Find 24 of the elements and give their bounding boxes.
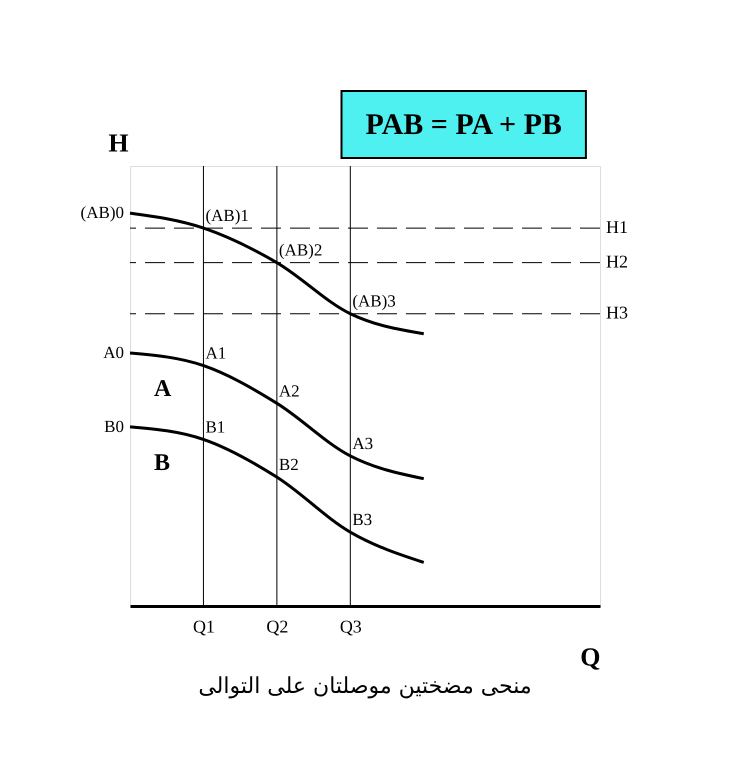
annotation: B2 [278,455,299,474]
annotation: B0 [104,416,124,436]
series-label: A [154,376,172,402]
series-label: B [154,450,170,476]
annotation: A1 [205,344,226,363]
annotation: B1 [205,417,226,436]
ref-line-label: H3 [606,302,628,323]
annotation: (AB)0 [80,203,124,222]
text: منحى مضختين موصلتان على التوالى [198,674,532,699]
annotation: A2 [278,381,300,400]
x-tick-label: Q2 [266,616,288,636]
annotation: (AB)2 [278,240,322,260]
annotation: A3 [352,434,374,453]
annotation: A0 [103,343,124,362]
x-tick-label: Q1 [192,616,215,636]
x-axis-title: Q [580,642,600,672]
ref-line-label: H1 [606,217,628,238]
annotation: B3 [352,510,372,530]
annotation: (AB)3 [352,292,396,311]
text: PAB = PA + PB [365,108,562,141]
x-tick-label: Q3 [340,616,362,636]
ref-line-label: H2 [606,252,628,272]
annotation: (AB)1 [205,206,249,226]
y-axis-title: H [108,128,129,158]
